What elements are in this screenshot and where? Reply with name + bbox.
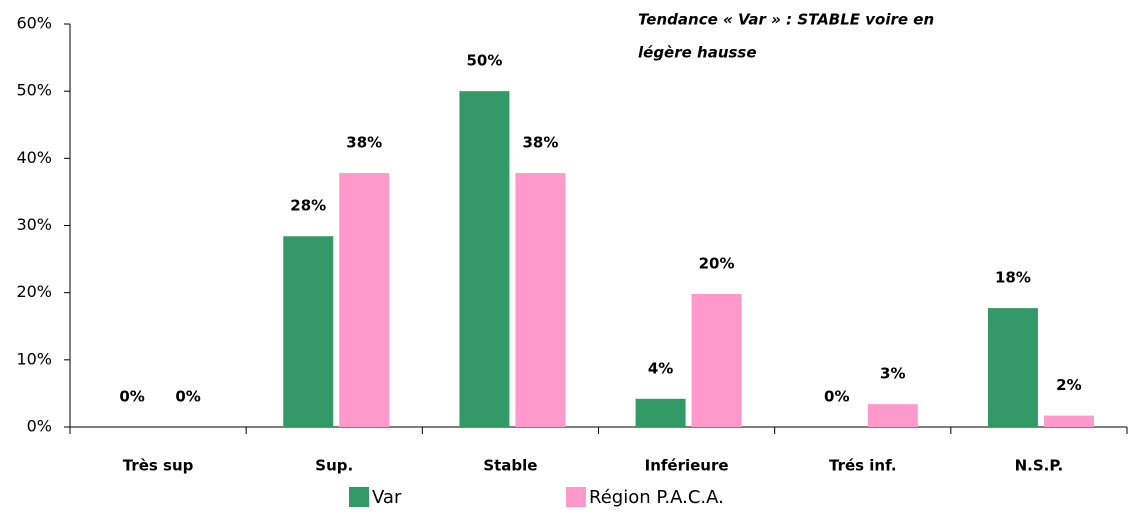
y-tick-label: 20%	[16, 282, 52, 301]
annotation: légère hausse	[638, 44, 757, 62]
value-label: 38%	[346, 134, 382, 152]
value-label: 0%	[175, 388, 200, 406]
bar	[867, 404, 918, 427]
x-tick-label: Inférieure	[645, 457, 729, 475]
value-label: 4%	[648, 359, 673, 377]
value-label: 28%	[290, 197, 326, 215]
value-label: 20%	[699, 255, 735, 273]
annotation: Tendance « Var » : STABLE voire en	[638, 11, 934, 29]
value-label: 50%	[466, 52, 502, 70]
legend-swatch	[349, 487, 369, 507]
legend-label: Région P.A.C.A.	[589, 487, 724, 508]
legend-label: Var	[372, 487, 402, 508]
bar	[459, 91, 510, 428]
y-tick-label: 0%	[27, 417, 52, 436]
bar	[283, 236, 334, 427]
x-tick-label: Trés inf.	[829, 457, 897, 475]
value-label: 0%	[824, 388, 849, 406]
value-label: 3%	[880, 365, 905, 383]
x-tick-label: Sup.	[315, 457, 353, 475]
y-tick-label: 50%	[16, 81, 52, 100]
y-tick-label: 10%	[16, 349, 52, 368]
x-tick-label: N.S.P.	[1015, 457, 1064, 475]
value-label: 2%	[1056, 376, 1081, 394]
legend-swatch	[566, 487, 586, 507]
x-tick-label: Très sup	[123, 457, 194, 475]
value-label: 38%	[522, 134, 558, 152]
value-label: 18%	[995, 269, 1031, 287]
bar	[987, 308, 1038, 427]
y-tick-label: 60%	[16, 14, 52, 33]
bar	[691, 294, 742, 427]
y-tick-label: 30%	[16, 215, 52, 234]
bar	[515, 173, 566, 427]
bar	[339, 173, 390, 427]
x-tick-label: Stable	[483, 457, 537, 475]
bar	[635, 398, 686, 427]
value-label: 0%	[119, 388, 144, 406]
bar	[1043, 415, 1094, 427]
y-tick-label: 40%	[16, 148, 52, 167]
